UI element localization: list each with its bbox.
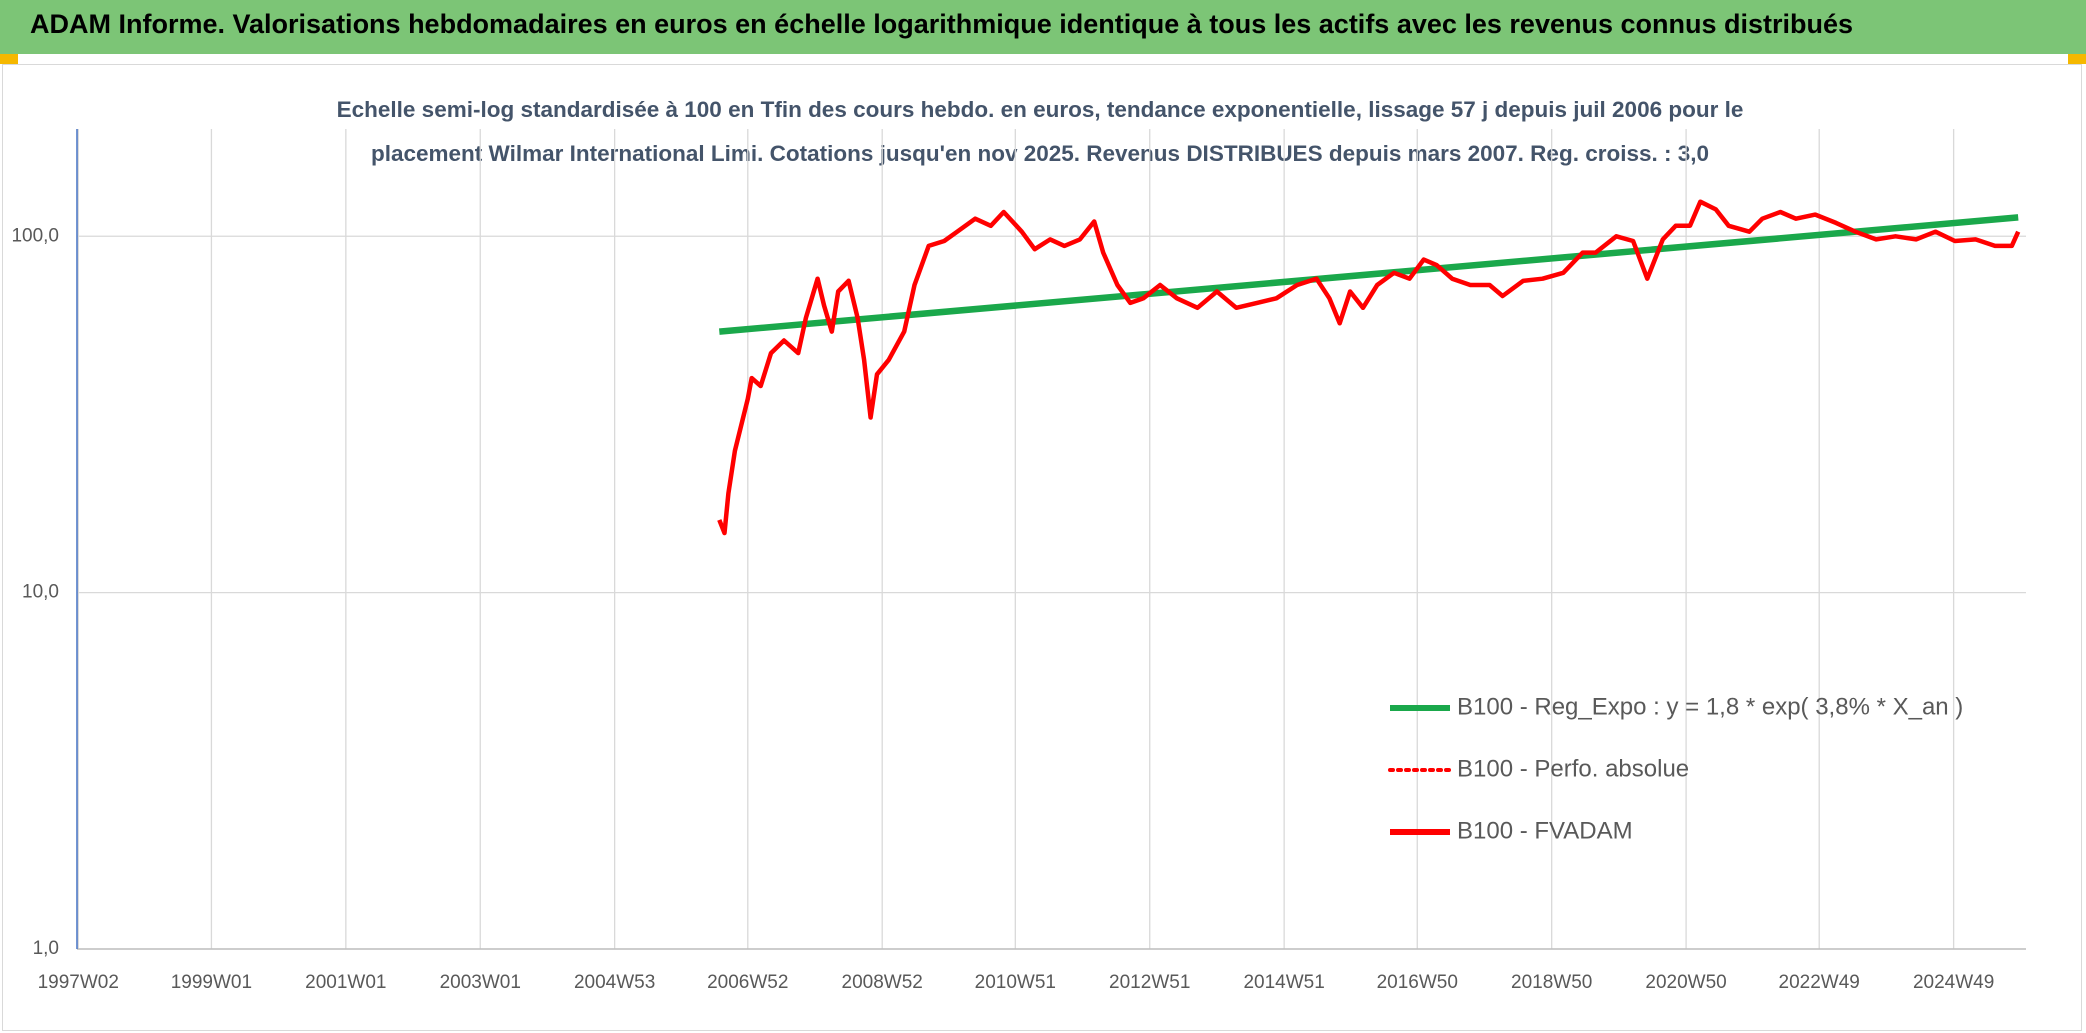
x-tick-label: 1999W01 — [171, 972, 252, 993]
x-tick-label: 2010W51 — [975, 972, 1056, 993]
x-tick-label: 2018W50 — [1511, 972, 1592, 993]
x-tick-label: 2022W49 — [1779, 972, 1860, 993]
x-tick-label: 2001W01 — [305, 972, 386, 993]
y-tick-label: 100,0 — [11, 225, 59, 246]
header-title: ADAM Informe. Valorisations hebdomadaire… — [30, 9, 1854, 39]
legend-label: B100 - Reg_Expo : y = 1,8 * exp( 3,8% * … — [1457, 693, 1963, 720]
chart-frame — [2, 64, 2082, 1031]
x-tick-label: 2008W52 — [842, 972, 923, 993]
x-tick-label: 2012W51 — [1109, 972, 1190, 993]
x-tick-label: 2024W49 — [1913, 972, 1994, 993]
x-tick-label: 2003W01 — [440, 972, 521, 993]
x-tick-label: 2014W51 — [1243, 972, 1324, 993]
x-tick-label: 2020W50 — [1645, 972, 1726, 993]
legend-label: B100 - Perfo. absolue — [1457, 755, 1689, 782]
series-line — [719, 214, 2019, 335]
x-tick-label: 2006W52 — [707, 972, 788, 993]
y-tick-label: 10,0 — [22, 582, 59, 603]
header: ADAM Informe. Valorisations hebdomadaire… — [0, 0, 2086, 54]
x-tick-label: 2004W53 — [574, 972, 655, 993]
x-tick-label: 2016W50 — [1377, 972, 1458, 993]
y-tick-label: 1,0 — [33, 938, 59, 959]
corner-mark — [0, 54, 18, 64]
corner-mark — [2068, 54, 2086, 64]
series-line — [717, 199, 2021, 536]
x-tick-label: 1997W02 — [38, 972, 119, 993]
chart-subtitle: Echelle semi-log standardisée à 100 en T… — [336, 97, 1744, 166]
legend-label: B100 - FVADAM — [1457, 817, 1633, 844]
